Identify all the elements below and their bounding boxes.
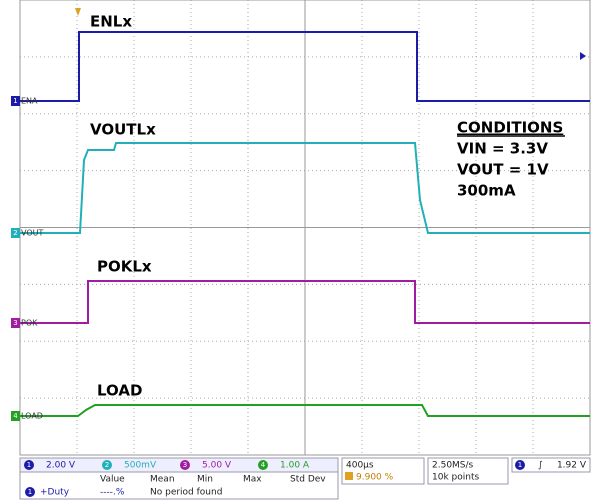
pok-trace — [20, 280, 590, 324]
frame — [19, 0, 591, 456]
channel-marker — [11, 228, 20, 238]
ena-trace — [20, 31, 590, 102]
measurement-channel: 1 — [28, 488, 32, 496]
channel-marker — [11, 318, 20, 328]
trigger-channel: 1 — [518, 461, 522, 469]
trigger-icon — [345, 472, 353, 480]
conditions-heading: CONDITIONS — [457, 119, 563, 137]
measurement-channel-badge — [25, 487, 35, 497]
channel-number: 2 — [105, 461, 109, 469]
trace-name: LOAD — [97, 382, 142, 400]
acquisition-box — [427, 457, 509, 485]
status-bar: 400µs 9.900 % 2.50MS/s 10k points 1 ∫ 1.… — [19, 457, 591, 500]
condition: VIN = 3.3V — [457, 140, 548, 158]
channel-number: 4 — [13, 412, 18, 420]
trace-name: POKLx — [97, 258, 152, 276]
channel-scale: 2.00 V — [46, 461, 76, 471]
trace-name: VOUTLx — [90, 121, 156, 139]
measurement-name: +Duty — [40, 488, 70, 498]
channel-label: VOUT — [21, 229, 43, 238]
timebase: 400µs — [346, 461, 374, 471]
channel-scale: 500mV — [124, 461, 157, 471]
trigger-channel-badge — [515, 460, 525, 470]
measurement-value: ----.% — [100, 488, 125, 498]
column-header: Min — [197, 475, 213, 485]
channel-badge — [24, 460, 34, 470]
channel-scale: 1.00 A — [280, 461, 310, 471]
channel-label: ENA — [21, 97, 38, 106]
channel-number: 3 — [13, 319, 17, 327]
column-header: Mean — [150, 475, 175, 485]
channel-number: 2 — [13, 229, 17, 237]
channel-number: 1 — [13, 97, 17, 105]
channel-label: LOAD — [21, 412, 43, 421]
channel-badge — [258, 460, 268, 470]
measurement-note: No period found — [150, 488, 222, 498]
channel-label: POK — [21, 319, 38, 328]
trigger-position-marker — [75, 8, 81, 16]
channel-number: 3 — [183, 461, 187, 469]
timebase-box — [341, 457, 425, 485]
channel-badge — [102, 460, 112, 470]
waveforms — [20, 8, 590, 417]
condition: 300mA — [457, 182, 516, 200]
record-length: 10k points — [432, 473, 479, 483]
channel-number: 4 — [261, 461, 266, 469]
channel-number: 1 — [27, 461, 31, 469]
column-header: Max — [243, 475, 262, 485]
column-header: Value — [100, 475, 125, 485]
column-header: Std Dev — [290, 475, 326, 485]
trigger-slope: ∫ — [538, 461, 543, 471]
condition: VOUT = 1V — [457, 161, 549, 179]
vout-trace — [20, 142, 590, 234]
trigger-level: 1.92 V — [557, 461, 587, 471]
sample-rate: 2.50MS/s — [432, 461, 474, 471]
graticule — [19, 0, 591, 456]
trigger-position: 9.900 % — [356, 473, 394, 483]
channel-marker — [11, 411, 20, 421]
channel-marker — [11, 96, 20, 106]
trigger-box — [511, 457, 591, 473]
channel-badge — [180, 460, 190, 470]
measurement-box — [19, 471, 339, 500]
trace-name: ENLx — [90, 13, 132, 31]
trigger-level-marker — [580, 52, 586, 60]
channel-scale: 5.00 V — [202, 461, 232, 471]
load-trace — [20, 404, 590, 417]
